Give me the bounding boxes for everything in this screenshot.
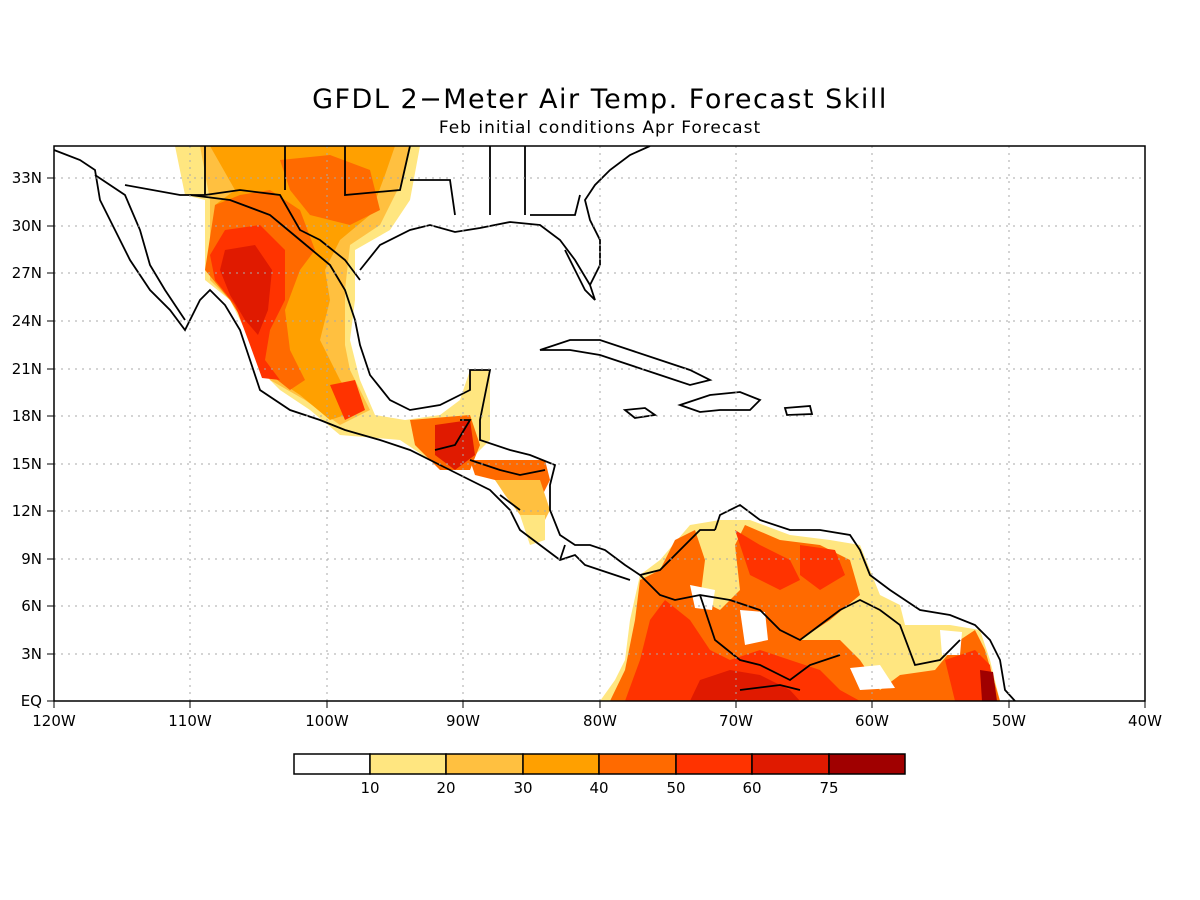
latitude-labels: EQ 3N 6N 9N 12N 15N 18N 21N 24N 27N 30N … — [12, 169, 42, 710]
legend-label: 20 — [436, 779, 455, 797]
map-subtitle: Feb initial conditions Apr Forecast — [438, 118, 762, 138]
coastline-us-atlantic — [584, 146, 651, 286]
legend-label: 60 — [742, 779, 761, 797]
skill-area — [280, 155, 380, 225]
coastlines — [54, 146, 1016, 701]
map-title: GFDL 2−Meter Air Temp. Forecast Skill — [312, 84, 888, 115]
coastline-pacific-mexico — [54, 149, 631, 581]
lon-label: 80W — [583, 712, 617, 730]
coastline-hispaniola — [677, 391, 762, 413]
border-us-states — [204, 146, 581, 216]
legend-label: 50 — [666, 779, 685, 797]
color-legend: 10 20 30 40 50 60 75 — [293, 753, 906, 797]
legend-swatch — [598, 753, 677, 775]
coastline-baja — [94, 174, 186, 321]
skill-area — [735, 530, 800, 590]
lon-label: 120W — [32, 712, 76, 730]
coastline-puerto-rico — [783, 405, 814, 416]
skill-area — [690, 585, 715, 610]
legend-label: 40 — [589, 779, 608, 797]
gridlines — [54, 146, 1145, 701]
legend-swatch — [751, 753, 830, 775]
lon-label: 90W — [446, 712, 480, 730]
lat-label: 33N — [12, 169, 42, 187]
legend-label: 10 — [360, 779, 379, 797]
lat-label: 18N — [12, 407, 42, 425]
coastline-us-gulf — [359, 221, 596, 301]
skill-area — [800, 545, 845, 590]
lon-label: 100W — [305, 712, 349, 730]
skill-area — [520, 515, 545, 545]
tick-marks — [47, 177, 1146, 708]
border-us-mexico — [124, 184, 361, 281]
lat-label: 27N — [12, 264, 42, 282]
skill-area — [940, 630, 962, 655]
legend-swatch — [522, 753, 600, 775]
skill-area — [980, 670, 997, 701]
skill-area — [690, 670, 800, 701]
border-central-america — [434, 419, 566, 561]
coastline-jamaica — [622, 407, 658, 419]
legend-swatch — [445, 753, 524, 775]
lon-label: 40W — [1128, 712, 1162, 730]
legend-label: 30 — [513, 779, 532, 797]
lat-label: 15N — [12, 455, 42, 473]
legend-swatch — [828, 753, 906, 775]
lat-label: 9N — [21, 550, 42, 568]
coastline-south-america-north — [714, 503, 1016, 701]
legend-swatch — [675, 753, 753, 775]
longitude-labels: 120W 110W 100W 90W 80W 70W 60W 50W 40W — [32, 712, 1162, 730]
skill-shading — [175, 146, 1000, 701]
coastline-cuba — [539, 339, 713, 386]
lon-label: 50W — [992, 712, 1026, 730]
skill-area — [740, 610, 768, 645]
lon-label: 70W — [719, 712, 753, 730]
lat-label: 21N — [12, 360, 42, 378]
lat-label: 6N — [21, 597, 42, 615]
legend-swatch — [293, 753, 371, 775]
coastline-gulf — [189, 194, 715, 576]
lon-label: 110W — [168, 712, 212, 730]
lat-label: 3N — [21, 645, 42, 663]
lat-label: EQ — [21, 692, 42, 710]
skill-area — [625, 600, 860, 701]
skill-area — [850, 665, 895, 690]
lat-label: 30N — [12, 217, 42, 235]
lat-label: 24N — [12, 312, 42, 330]
skill-area — [220, 245, 272, 335]
legend-label: 75 — [819, 779, 838, 797]
skill-area — [330, 380, 365, 420]
lat-label: 12N — [12, 502, 42, 520]
border-south-america — [639, 574, 961, 691]
lon-label: 60W — [855, 712, 889, 730]
legend-swatch — [369, 753, 447, 775]
